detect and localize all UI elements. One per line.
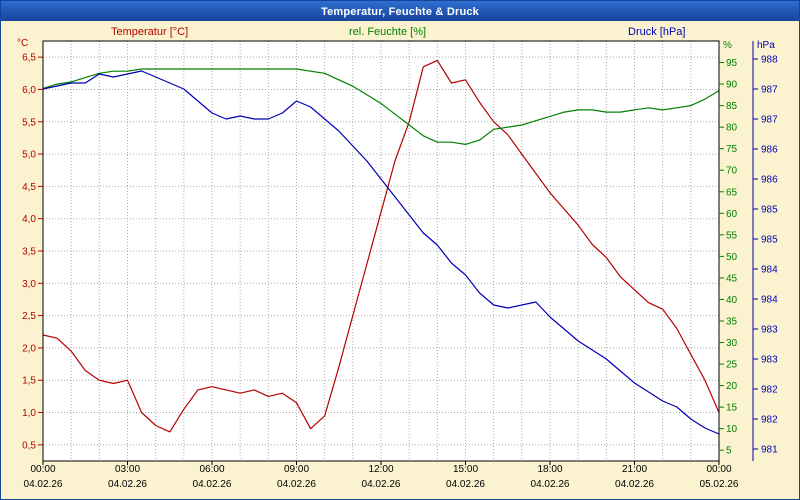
svg-text:30: 30 — [726, 338, 738, 349]
svg-text:0,5: 0,5 — [22, 440, 36, 451]
svg-text:982: 982 — [761, 385, 778, 396]
svg-text:00:00: 00:00 — [706, 464, 731, 475]
svg-text:75: 75 — [726, 144, 738, 155]
svg-text:6,5: 6,5 — [22, 53, 36, 64]
chart-area: Temperatur [°C] rel. Feuchte [%] Druck [… — [1, 21, 800, 499]
svg-text:04.02.26: 04.02.26 — [24, 479, 63, 490]
svg-text:6,0: 6,0 — [22, 85, 36, 96]
svg-text:70: 70 — [726, 166, 738, 177]
svg-text:5: 5 — [726, 446, 732, 457]
svg-text:50: 50 — [726, 252, 738, 263]
svg-text:06:00: 06:00 — [199, 464, 224, 475]
humidity-axis-title: rel. Feuchte [%] — [349, 26, 427, 38]
svg-text:985: 985 — [761, 235, 778, 246]
series-temperature-line — [42, 59, 720, 433]
svg-text:1,0: 1,0 — [22, 408, 36, 419]
svg-text:90: 90 — [726, 80, 738, 91]
svg-text:986: 986 — [761, 175, 778, 186]
svg-text:4,5: 4,5 — [22, 182, 36, 193]
svg-text:04.02.26: 04.02.26 — [531, 479, 570, 490]
svg-text:984: 984 — [761, 295, 778, 306]
svg-text:21:00: 21:00 — [622, 464, 647, 475]
svg-text:45: 45 — [726, 273, 738, 284]
humidity-axis-unit: % — [723, 40, 732, 51]
svg-text:04.02.26: 04.02.26 — [277, 479, 316, 490]
svg-text:04.02.26: 04.02.26 — [615, 479, 654, 490]
svg-text:25: 25 — [726, 360, 738, 371]
svg-text:15:00: 15:00 — [453, 464, 478, 475]
svg-text:03:00: 03:00 — [115, 464, 140, 475]
svg-text:12:00: 12:00 — [368, 464, 393, 475]
chart-canvas: 6,5 6,0 5,5 5,0 4,5 4,0 3,5 3,0 2,5 2,0 1,5 1,0 0,5 9… — [22, 40, 778, 490]
svg-text:986: 986 — [761, 145, 778, 156]
svg-text:2,5: 2,5 — [22, 311, 36, 322]
svg-text:80: 80 — [726, 123, 738, 134]
svg-text:987: 987 — [761, 115, 778, 126]
svg-text:985: 985 — [761, 205, 778, 216]
svg-text:983: 983 — [761, 355, 778, 366]
series-humidity-line — [42, 68, 720, 146]
svg-text:982: 982 — [761, 415, 778, 426]
svg-text:981: 981 — [761, 445, 778, 456]
svg-text:983: 983 — [761, 325, 778, 336]
svg-text:3,0: 3,0 — [22, 279, 36, 290]
window-title: Temperatur, Feuchte & Druck — [320, 6, 479, 18]
svg-text:18:00: 18:00 — [537, 464, 562, 475]
temperature-axis-ticks: 6,5 6,0 5,5 5,0 4,5 4,0 3,5 3,0 2,5 2,0 1,5 1,0 0,5 — [22, 53, 43, 451]
svg-text:40: 40 — [726, 295, 738, 306]
svg-text:20: 20 — [726, 381, 738, 392]
svg-text:00:00: 00:00 — [30, 464, 55, 475]
svg-text:65: 65 — [726, 187, 738, 198]
svg-text:10: 10 — [726, 424, 738, 435]
pressure-axis-unit: hPa — [757, 40, 775, 51]
svg-text:1,5: 1,5 — [22, 376, 36, 387]
svg-text:984: 984 — [761, 265, 778, 276]
pressure-axis-title: Druck [hPa] — [628, 26, 686, 38]
pressure-axis-ticks: 988 987 987 986 986 985 985 984 984 983 983 982 982 9… — [752, 41, 778, 461]
svg-text:3,5: 3,5 — [22, 247, 36, 258]
svg-text:04.02.26: 04.02.26 — [362, 479, 401, 490]
svg-text:35: 35 — [726, 317, 738, 328]
svg-text:4,0: 4,0 — [22, 214, 36, 225]
svg-text:04.02.26: 04.02.26 — [446, 479, 485, 490]
svg-text:5,0: 5,0 — [22, 150, 36, 161]
svg-text:04.02.26: 04.02.26 — [108, 479, 147, 490]
humidity-axis-ticks: 95 90 85 80 75 70 65 60 55 50 45 40 35 30 25 20 15 10 5 — [719, 58, 738, 457]
window-titlebar[interactable]: Temperatur, Feuchte & Druck — [1, 1, 799, 21]
svg-text:85: 85 — [726, 101, 738, 112]
svg-text:2,0: 2,0 — [22, 343, 36, 354]
svg-text:988: 988 — [761, 55, 778, 66]
svg-text:5,5: 5,5 — [22, 117, 36, 128]
svg-text:15: 15 — [726, 403, 738, 414]
svg-text:09:00: 09:00 — [284, 464, 309, 475]
x-axis-labels: 00:00 04.02.26 03:00 04.02.26 06:00 04.02.26 0… — [24, 461, 739, 490]
svg-text:05.02.26: 05.02.26 — [700, 479, 739, 490]
svg-text:987: 987 — [761, 85, 778, 96]
svg-text:55: 55 — [726, 230, 738, 241]
svg-text:95: 95 — [726, 58, 738, 69]
temperature-axis-title: Temperatur [°C] — [111, 26, 189, 38]
temperature-axis-unit: °C — [17, 38, 29, 49]
svg-text:04.02.26: 04.02.26 — [193, 479, 232, 490]
svg-text:60: 60 — [726, 209, 738, 220]
series-pressure-line — [42, 70, 720, 435]
